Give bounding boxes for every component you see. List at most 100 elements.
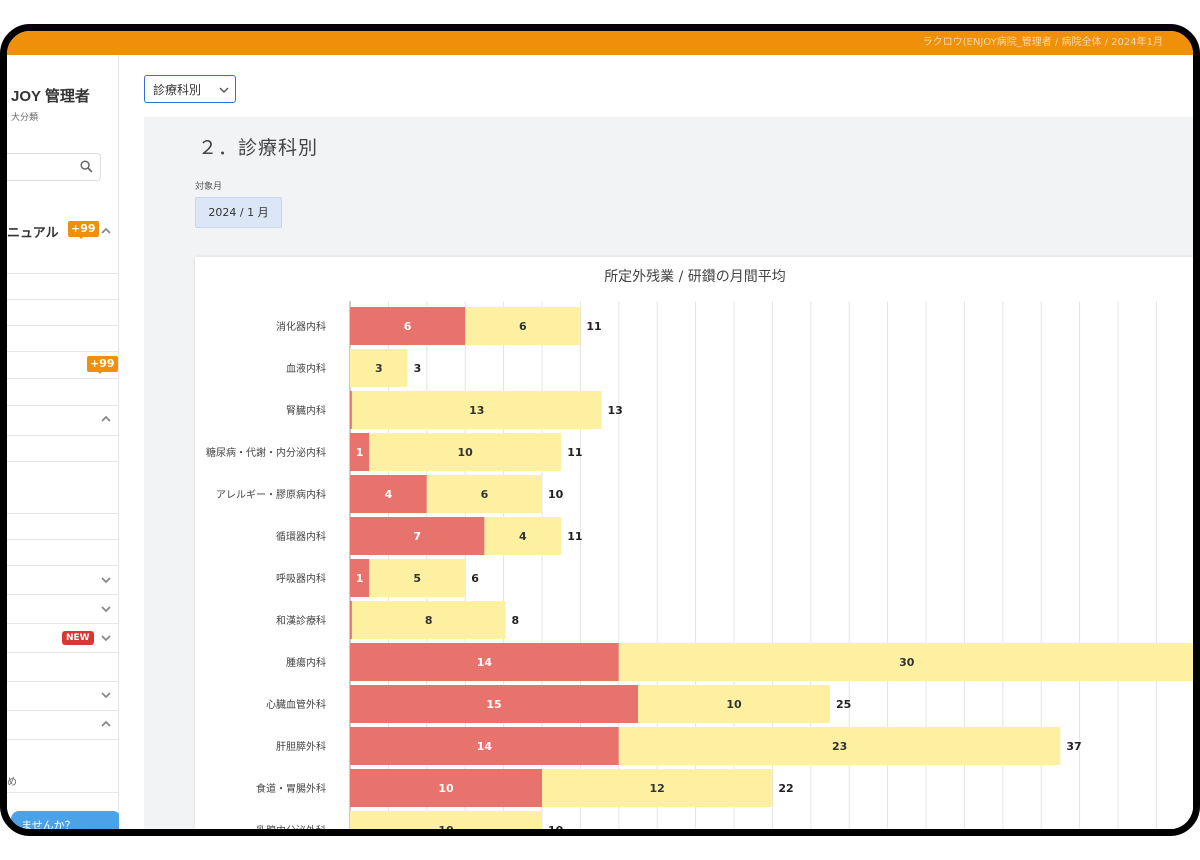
data-label: 1 — [356, 446, 364, 459]
category-label: アレルギー・膠原病内科 — [216, 488, 326, 501]
bar-segment — [350, 307, 466, 345]
total-label: 6 — [471, 572, 479, 585]
category-label: 糖尿病・代謝・内分泌内科 — [206, 446, 326, 459]
divider — [7, 594, 119, 595]
divider — [7, 623, 119, 624]
chevron-down-icon[interactable] — [100, 632, 112, 644]
category-label: 乳腺内分泌外科 — [256, 824, 326, 836]
category-label: 肝胆膵外科 — [276, 740, 326, 753]
data-label: 1 — [356, 572, 364, 585]
data-label: 14 — [477, 656, 493, 669]
page-title: ２．診療科別 — [198, 137, 319, 159]
sidebar-item-manual[interactable]: ニュアル — [7, 226, 59, 241]
divider — [7, 299, 119, 300]
data-label: 14 — [477, 740, 493, 753]
bar-segment — [618, 727, 1061, 765]
divider — [7, 461, 119, 462]
sidebar-item-misc[interactable]: め — [7, 777, 17, 788]
total-label: 11 — [567, 530, 582, 543]
department-select-value: 診療科別 — [153, 83, 202, 97]
divider — [7, 325, 119, 326]
data-label: 4 — [385, 488, 393, 501]
bar-segment — [465, 307, 581, 345]
bar-segment — [350, 391, 352, 429]
data-label: 10 — [726, 698, 742, 711]
data-label: 5 — [413, 572, 421, 585]
category-label: 呼吸器内科 — [276, 572, 326, 585]
bar-segment — [350, 727, 619, 765]
total-label: 11 — [567, 446, 582, 459]
help-button[interactable]: ませんか？ — [11, 811, 121, 829]
total-label: 8 — [512, 614, 520, 627]
category-label: 血液内科 — [286, 362, 326, 375]
search-icon[interactable] — [80, 160, 93, 173]
total-label: 13 — [608, 404, 623, 417]
divider — [7, 405, 119, 406]
chart-title: 所定外残業 / 研鑽の月間平均 — [604, 269, 786, 285]
bar-segment — [350, 433, 370, 471]
divider — [7, 652, 119, 653]
target-month-value[interactable]: 2024 / 1 月 — [195, 197, 282, 228]
app-subtitle: 大分類 — [11, 113, 39, 123]
data-label: 10 — [438, 782, 454, 795]
search-input[interactable] — [7, 153, 101, 181]
chevron-up-icon[interactable] — [100, 718, 112, 730]
category-label: 和漢診療科 — [276, 614, 326, 627]
data-label: 10 — [458, 446, 474, 459]
divider — [7, 435, 119, 436]
data-label: 10 — [438, 824, 454, 836]
divider — [7, 378, 119, 379]
total-label: 37 — [1066, 740, 1081, 753]
divider — [7, 565, 119, 566]
chevron-down-icon[interactable] — [100, 689, 112, 701]
total-label: 11 — [586, 320, 601, 333]
bar-segment — [369, 433, 562, 471]
top-bar: ラクロウ(ENJOY病院_管理者 / 病院全体 / 2024年1月 — [7, 31, 1193, 55]
total-label: 25 — [836, 698, 851, 711]
chart-card: 所定外残業 / 研鑽の月間平均 消化器内科 6 6 11 血液内科 3 3 腎臓内科 13 13 糖尿… — [195, 257, 1193, 829]
new-badge: NEW — [62, 631, 94, 645]
bar-segment — [351, 601, 506, 639]
data-label: 6 — [404, 320, 412, 333]
app-window: ラクロウ(ENJOY病院_管理者 / 病院全体 / 2024年1月 JOY 管理… — [0, 24, 1200, 836]
bar-segment — [350, 517, 485, 555]
divider — [7, 351, 119, 352]
notification-badge: +99 — [87, 356, 118, 374]
category-label: 腎臓内科 — [286, 404, 326, 417]
department-select[interactable]: 診療科別 — [144, 75, 236, 103]
top-bar-text: ラクロウ(ENJOY病院_管理者 / 病院全体 / 2024年1月 — [922, 37, 1163, 48]
bar-segment — [484, 517, 562, 555]
category-label: 食道・胃腸外科 — [256, 782, 326, 795]
bar-segment — [350, 349, 408, 387]
divider — [7, 792, 119, 793]
total-label: 3 — [414, 362, 422, 375]
chevron-down-icon — [219, 87, 229, 93]
divider — [7, 513, 119, 514]
divider — [7, 710, 119, 711]
bar-segment — [638, 685, 830, 723]
bar-segment — [350, 559, 370, 597]
divider — [7, 273, 119, 274]
bar-segment — [350, 475, 427, 513]
data-label: 15 — [486, 698, 501, 711]
chevron-up-icon[interactable] — [100, 225, 112, 237]
bar-segment — [350, 601, 352, 639]
data-label: 6 — [519, 320, 527, 333]
bar-segment — [426, 475, 542, 513]
header-panel: ２．診療科別 対象月 2024 / 1 月 — [144, 117, 1193, 247]
category-label: 消化器内科 — [276, 320, 326, 333]
data-label: 23 — [832, 740, 847, 753]
notification-badge: +99 — [68, 221, 99, 239]
target-month-label: 対象月 — [195, 182, 223, 192]
data-label: 8 — [425, 614, 433, 627]
main-content: 診療科別 ２．診療科別 対象月 2024 / 1 月 所定外残業 / 研鑽の月間… — [119, 55, 1193, 829]
chevron-up-icon[interactable] — [100, 413, 112, 425]
bar-segment — [350, 643, 619, 681]
chevron-down-icon[interactable] — [100, 603, 112, 615]
category-label: 腫瘍内科 — [286, 656, 326, 669]
data-label: 7 — [413, 530, 421, 543]
chevron-down-icon[interactable] — [100, 574, 112, 586]
data-label: 12 — [650, 782, 665, 795]
bar-segment — [542, 769, 773, 807]
